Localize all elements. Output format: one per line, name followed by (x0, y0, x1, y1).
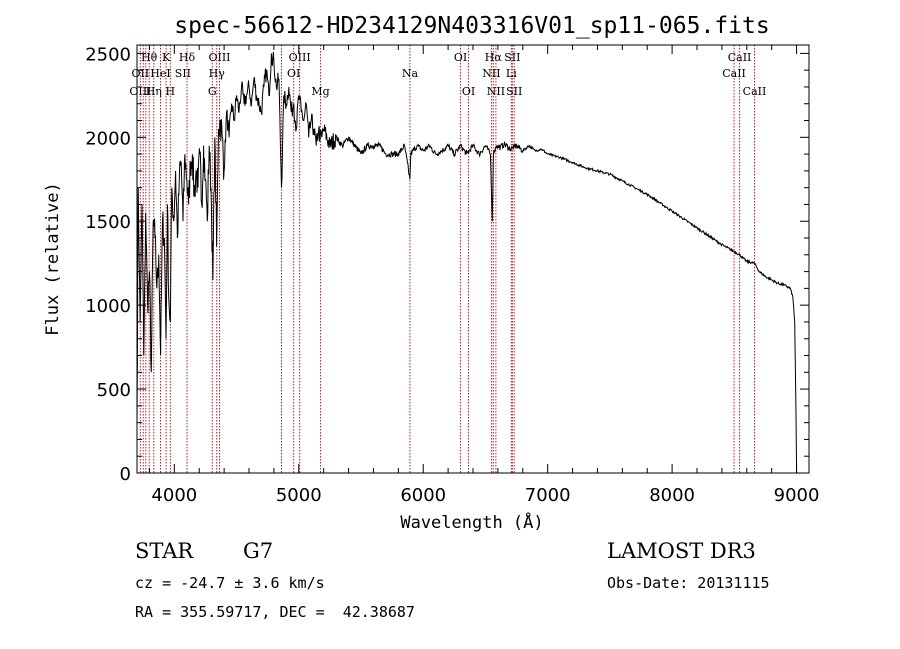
y-axis-label: Flux (relative) (43, 182, 63, 336)
subclass: G7 (243, 539, 274, 563)
line-label: Hη (146, 85, 162, 98)
obs-date: Obs-Date: 20131115 (607, 574, 770, 592)
spectrum-line (136, 51, 798, 474)
x-tick-label: 9000 (774, 485, 820, 506)
line-label: CaII (722, 67, 746, 80)
line-label: Hθ (141, 51, 158, 64)
survey-name: LAMOST DR3 (607, 539, 756, 563)
ra-dec: RA = 355.59717, DEC = 42.38687 (135, 603, 415, 621)
plot-frame (136, 44, 810, 474)
line-label: OIII (208, 51, 230, 64)
line-label: OI (287, 67, 300, 80)
x-axis-label: Wavelength (Å) (400, 511, 543, 533)
y-tick-label: 1000 (85, 296, 131, 317)
spectrum-series (136, 51, 798, 474)
y-tick-label: 2500 (85, 44, 131, 65)
line-label: Na (402, 67, 419, 80)
line-label: Li (506, 67, 517, 80)
line-label: CaII (728, 51, 752, 64)
line-label: H (166, 85, 176, 98)
x-tick-label: 4000 (151, 485, 197, 506)
x-tick-label: 8000 (649, 485, 695, 506)
line-label: Hγ (209, 67, 226, 80)
line-label: OI (454, 51, 467, 64)
x-tick-label: 5000 (276, 485, 322, 506)
line-label: G (208, 85, 217, 98)
line-label: OIII (129, 85, 151, 98)
x-tick-label: 7000 (525, 485, 571, 506)
line-label: Hδ (179, 51, 196, 64)
line-label: OIII (289, 51, 311, 64)
y-tick-label: 2000 (85, 128, 131, 149)
line-label: NII (482, 67, 500, 80)
line-label: CaII (743, 85, 767, 98)
x-axis: 4000 5000 6000 7000 8000 9000 (148, 45, 820, 506)
line-label: NII (487, 85, 505, 98)
line-label: SII (506, 85, 522, 98)
line-label: Mg (311, 85, 329, 98)
chart-title: spec-56612-HD234129N403316V01_sp11-065.f… (174, 13, 769, 39)
line-label: K (162, 51, 171, 64)
line-labels: Hθ OII OIII K HeI Hη H Hδ SII OIII Hγ G OIII OI Mg Na OI… (129, 51, 766, 98)
redshift-cz: cz = -24.7 ± 3.6 km/s (135, 574, 325, 592)
object-class: STAR (135, 539, 194, 563)
y-axis: 0 500 1000 1500 2000 2500 (85, 44, 809, 485)
line-label: HeI (150, 67, 170, 80)
line-label: Hα (485, 51, 503, 64)
y-tick-label: 1500 (85, 212, 131, 233)
x-tick-label: 6000 (400, 485, 446, 506)
line-label: SII (175, 67, 191, 80)
y-tick-label: 0 (120, 464, 131, 485)
line-label: SII (504, 51, 520, 64)
line-label: OII (132, 67, 150, 80)
y-tick-label: 500 (97, 380, 131, 401)
line-label: OI (462, 85, 475, 98)
